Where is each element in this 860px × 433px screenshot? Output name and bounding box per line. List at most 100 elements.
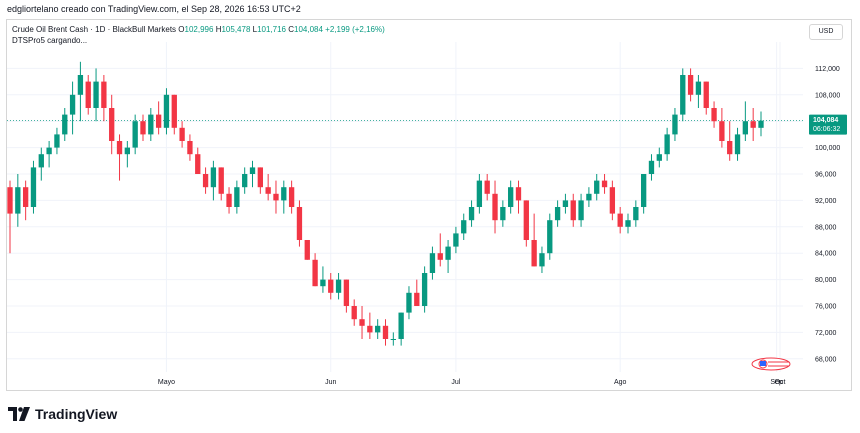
currency-button[interactable]: USD [809,24,843,40]
candle [320,266,326,293]
candle-body [22,187,29,207]
chart-frame[interactable] [6,19,852,391]
candle [312,253,318,287]
candle [30,160,37,214]
candle [46,141,52,168]
candle [609,180,616,221]
y-tick-label: 92,000 [815,198,837,205]
candle [116,134,123,181]
candle [22,180,29,221]
candle [703,81,709,115]
candle-body [719,121,725,141]
y-tick-label: 88,000 [815,224,837,231]
candle-body [672,114,678,135]
candle [195,147,201,174]
candle-body [116,141,123,155]
candle [335,273,342,300]
y-tick-label: 76,000 [815,304,837,311]
candle [140,114,146,141]
indicator-status[interactable]: DTSPro5 cargando... [12,36,88,45]
candle [101,75,107,122]
candle [328,273,334,300]
candle [15,174,21,227]
candle-body [257,167,263,188]
candle [562,193,569,214]
candle [594,174,600,201]
candle [554,200,561,227]
x-tick-label: Mayo [158,379,175,386]
candle-body [359,319,365,326]
symbol-name[interactable]: Crude Oil Brent Cash · 1D · BlackBull Ma… [12,25,177,34]
candle [695,75,702,108]
chart-caption: edgliortelano creado con TradingView.com… [7,4,301,14]
candle [296,200,303,247]
candle [711,101,717,128]
candle-body [461,220,467,234]
candle-body [54,134,60,148]
footer-brand[interactable]: TradingView [8,404,117,424]
candle [109,94,115,155]
change-value: +2,199 (+2,16%) [325,25,385,34]
candle [648,154,655,181]
y-tick-label: 112,000 [815,66,840,73]
y-tick-label: 68,000 [815,356,837,363]
candle [429,246,436,280]
candle-body [429,253,436,273]
candle-body [296,207,303,240]
candle-body [734,134,741,155]
candle-body [249,167,256,174]
candle-body [531,240,537,267]
y-tick-label: 84,000 [815,251,837,258]
x-tick-label: Oct [775,379,786,386]
candle-body [85,81,91,108]
candle-body [7,187,13,214]
x-tick-label: Jul [451,379,460,386]
candle-body [586,193,592,201]
candle-body [226,193,232,207]
candle [304,240,310,260]
candle-body [202,174,209,188]
x-tick-label: Ago [614,379,627,386]
candle-body [687,75,694,95]
candle [680,68,686,122]
candle [531,213,537,267]
candle [453,226,459,254]
candle [265,174,271,201]
candle [515,180,522,214]
candle-body [375,325,381,333]
candle [601,174,608,194]
candle-body [281,187,287,201]
candle [124,141,131,168]
candle [617,207,623,234]
candle [288,180,295,214]
us-flag-icon[interactable] [751,357,791,371]
candle-body [750,121,756,128]
candle [570,193,576,227]
candle-body [187,141,193,155]
y-tick-label: 96,000 [815,172,837,179]
candle [656,147,662,168]
candle [62,108,68,141]
candle-body [390,339,396,340]
y-tick-label: 100,000 [815,145,840,152]
candle-body [515,187,522,201]
candle-body [242,174,248,188]
y-tick-label: 72,000 [815,330,837,337]
candle [273,180,279,214]
candle [155,101,162,135]
candle-body [234,187,240,207]
candle [758,111,764,137]
price-tag-price: 104,084 [813,117,838,124]
candle [547,213,553,260]
candle-body [578,200,584,221]
candle-body [758,120,764,128]
candle-body [320,279,326,287]
candle-body [171,94,177,128]
candle-body [476,180,483,207]
candle-body [38,154,44,168]
candle [492,180,498,234]
candle-body [62,114,68,135]
candle [187,134,193,161]
